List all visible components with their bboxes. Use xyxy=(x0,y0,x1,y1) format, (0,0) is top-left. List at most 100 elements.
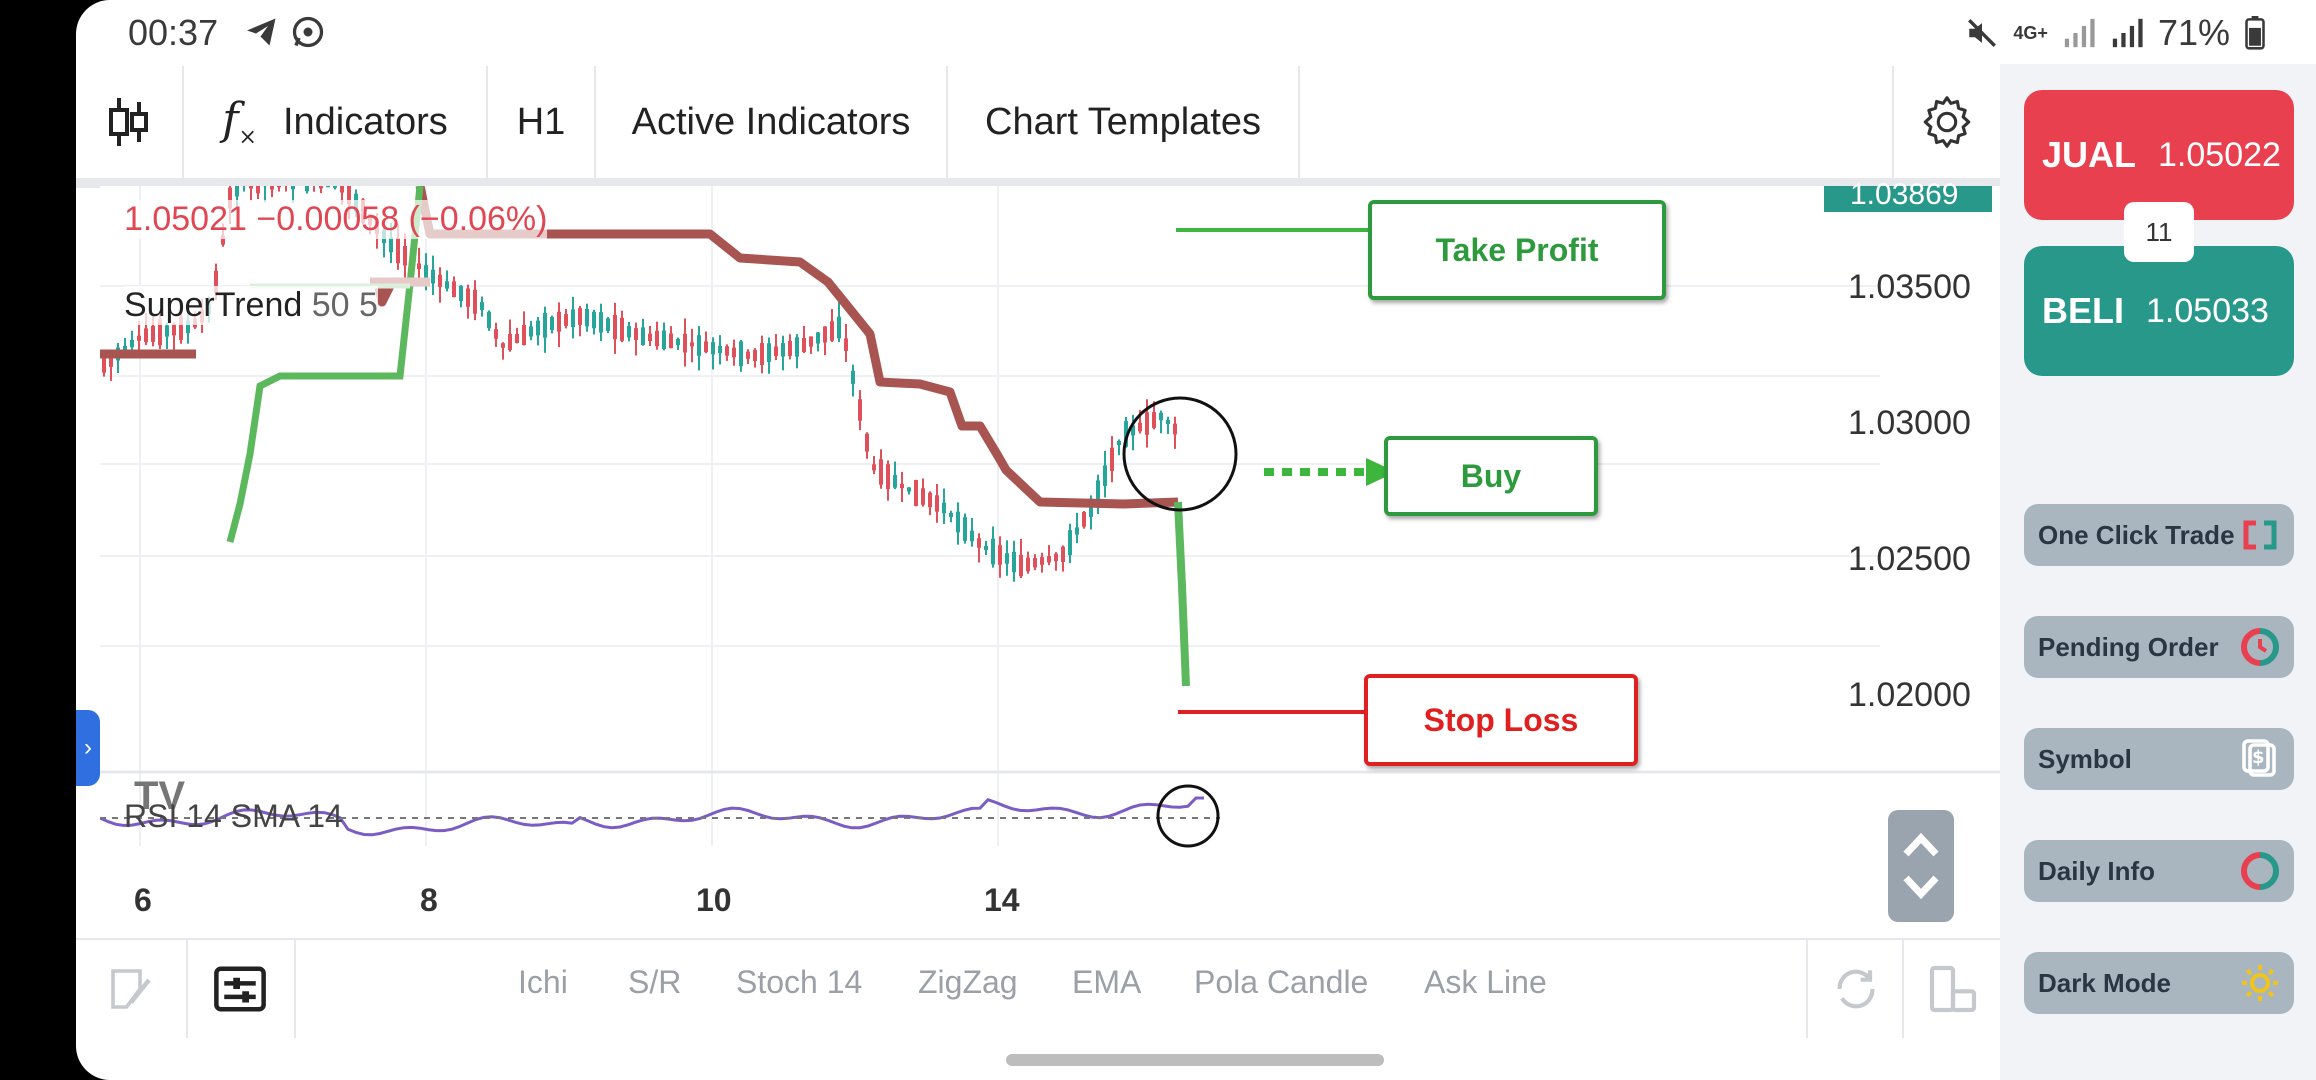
candle-body xyxy=(340,186,344,193)
candle-body xyxy=(858,399,862,421)
daily-info-button[interactable]: Daily Info xyxy=(2024,840,2294,902)
sync-button[interactable] xyxy=(1806,940,1904,1038)
candle-body xyxy=(172,323,176,336)
candle-body xyxy=(1061,546,1065,562)
candle-body xyxy=(291,186,295,190)
candle-body xyxy=(102,356,106,373)
candle-body xyxy=(585,308,589,327)
candle-body xyxy=(711,342,715,355)
drawing-tool-button[interactable] xyxy=(76,940,188,1038)
candle-body xyxy=(809,336,813,347)
tab-stoch[interactable]: Stoch 14 xyxy=(736,964,863,1000)
chart-type-button[interactable] xyxy=(76,66,184,178)
info-clock-icon xyxy=(2241,852,2279,890)
price-tick: 1.03000 xyxy=(1848,404,1971,442)
candle-body xyxy=(473,289,477,314)
candle-body xyxy=(1152,412,1156,428)
panel-settings-button[interactable] xyxy=(186,940,296,1038)
battery-level: 71% xyxy=(2157,12,2230,53)
candle-body xyxy=(914,480,918,506)
chevron-up-down-icon xyxy=(1903,832,1939,900)
clock-icon xyxy=(2241,628,2279,666)
tab-pola-candle[interactable]: Pola Candle xyxy=(1194,964,1369,1000)
candle-body xyxy=(1026,557,1030,572)
candle-body xyxy=(816,332,820,344)
candle-body xyxy=(158,319,162,346)
notification-icons xyxy=(244,14,326,50)
toggle-icon xyxy=(2243,520,2277,550)
candle-body xyxy=(151,325,155,342)
candle-body xyxy=(970,530,974,542)
spread-badge: 11 xyxy=(2124,202,2194,262)
candle-body xyxy=(956,511,960,533)
system-icons: 4G+ 71% xyxy=(1965,12,2266,54)
sell-price: 1.05022 xyxy=(2158,135,2281,174)
settings-button[interactable] xyxy=(1892,66,2000,178)
candle-body xyxy=(725,346,729,356)
buy-button[interactable]: BELI 1.05033 xyxy=(2024,246,2294,376)
candle-body xyxy=(508,333,512,351)
supertrend-legend[interactable]: SuperTrend 50 5 xyxy=(124,286,378,325)
telegram-icon xyxy=(247,18,276,46)
tab-sr[interactable]: S/R xyxy=(628,964,682,1000)
tab-zigzag[interactable]: ZigZag xyxy=(918,964,1018,1000)
chart-templates-button[interactable]: Chart Templates xyxy=(948,66,1300,178)
candle-body xyxy=(1159,412,1163,421)
candle-body xyxy=(718,346,722,354)
status-bar: 00:37 4G+ 71% xyxy=(76,0,2316,64)
active-indicators-button[interactable]: Active Indicators xyxy=(596,66,948,178)
candle-body xyxy=(1131,425,1135,436)
x-tick: 10 xyxy=(696,882,732,918)
candle-body xyxy=(543,312,547,338)
candle-body xyxy=(270,186,274,190)
candle-body xyxy=(1019,554,1023,577)
candle-body xyxy=(935,495,939,512)
candle-body xyxy=(977,538,981,548)
timeframe-button[interactable]: H1 xyxy=(488,66,596,178)
candle-body xyxy=(564,314,568,326)
dark-mode-button[interactable]: Dark Mode xyxy=(2024,952,2294,1014)
candle-body xyxy=(641,327,645,345)
buy-label: BELI xyxy=(2042,290,2125,331)
drawer-handle[interactable]: › xyxy=(76,710,100,786)
candle-body xyxy=(459,285,463,302)
sell-button[interactable]: JUAL 1.05022 xyxy=(2024,90,2294,220)
candle-body xyxy=(1068,530,1072,556)
candle-body xyxy=(396,237,400,264)
layout-button[interactable] xyxy=(1902,940,2002,1038)
candle-body xyxy=(536,320,540,336)
candle-body xyxy=(249,186,253,189)
candle-body xyxy=(851,370,855,384)
candle-body xyxy=(606,318,610,331)
candle-body xyxy=(599,312,603,333)
candle-body xyxy=(802,338,806,352)
candle-body xyxy=(438,274,442,287)
tab-ichi[interactable]: Ichi xyxy=(518,964,568,1000)
candle-body xyxy=(256,186,260,194)
candle-body xyxy=(781,343,785,357)
app-screen: 00:37 4G+ 71% f× Indicators H1 Active In… xyxy=(76,0,2316,1080)
candle-body xyxy=(760,343,764,365)
candle-body xyxy=(571,309,575,328)
candle-body xyxy=(431,269,435,284)
stop-loss-label: Stop Loss xyxy=(1364,674,1638,766)
pending-order-button[interactable]: Pending Order xyxy=(2024,616,2294,678)
refresh-icon xyxy=(1837,969,1875,1009)
candle-body xyxy=(529,326,533,337)
candle-body xyxy=(319,186,323,189)
price-chart[interactable]: 1.05021 −0.00058 (−0.06%) SuperTrend 50 … xyxy=(100,178,2000,936)
candle-body xyxy=(487,311,491,329)
symbol-button[interactable]: Symbol $ xyxy=(2024,728,2294,790)
whatsapp-icon xyxy=(292,16,324,48)
tab-ask-line[interactable]: Ask Line xyxy=(1424,964,1547,1000)
price-tick: 1.03500 xyxy=(1848,268,1971,306)
candle-body xyxy=(1012,551,1016,573)
scale-toggle-button[interactable] xyxy=(1888,810,1954,922)
indicators-button[interactable]: f× Indicators xyxy=(184,66,488,178)
candle-body xyxy=(144,328,148,343)
tab-ema[interactable]: EMA xyxy=(1072,964,1142,1000)
candle-body xyxy=(179,316,183,340)
candle-body xyxy=(613,314,617,340)
candle-body xyxy=(550,316,554,331)
one-click-trade-button[interactable]: One Click Trade xyxy=(2024,504,2294,566)
